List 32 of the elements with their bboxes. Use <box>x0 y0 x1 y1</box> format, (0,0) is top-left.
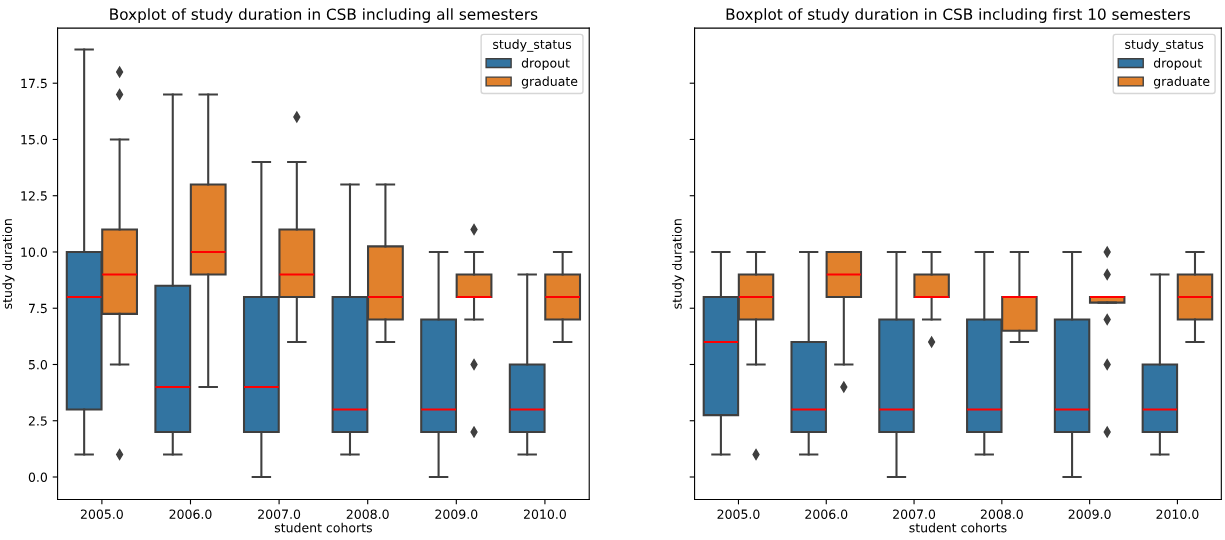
y-tick-label: 0.0 <box>28 472 48 482</box>
x-tick-label: 2007.0 <box>893 509 936 519</box>
chart-title: Boxplot of study duration in CSB including first 10 semesters <box>726 8 1191 23</box>
x-tick-label: 2005.0 <box>717 509 760 519</box>
legend-label: dropout <box>1153 58 1202 71</box>
y-tick-label: 5.0 <box>28 359 48 370</box>
legend-label: graduate <box>1153 76 1210 89</box>
y-axis-title: study duration <box>2 219 15 309</box>
x-axis-title: student cohorts <box>909 522 1007 533</box>
y-tick-label: 15.0 <box>21 134 48 145</box>
legend-label: graduate <box>521 76 578 89</box>
x-tick-label: 2008.0 <box>346 509 389 519</box>
x-axis-title: student cohorts <box>274 522 372 533</box>
x-tick-label: 2005.0 <box>80 509 123 519</box>
y-tick-label: 17.5 <box>21 78 47 89</box>
y-axis-title: study duration <box>672 219 685 309</box>
chart-title: Boxplot of study duration in CSB including all semesters <box>110 8 538 23</box>
y-tick-label: 10.0 <box>21 247 48 257</box>
x-tick-label: 2009.0 <box>1068 509 1111 519</box>
x-tick-label: 2006.0 <box>169 509 212 519</box>
y-tick-label: 7.5 <box>29 303 47 314</box>
x-tick-label: 2006.0 <box>805 509 848 519</box>
legend-label: dropout <box>521 58 570 71</box>
y-tick-label: 12.5 <box>21 191 47 201</box>
legend-title: study_status <box>1125 39 1204 52</box>
x-tick-label: 2009.0 <box>435 509 478 519</box>
y-tick-label: 2.5 <box>28 416 47 426</box>
x-tick-label: 2010.0 <box>1156 509 1199 519</box>
legend-title: study_status <box>493 39 572 52</box>
x-tick-label: 2010.0 <box>523 509 566 519</box>
x-tick-label: 2008.0 <box>980 509 1023 519</box>
x-tick-label: 2007.0 <box>258 509 301 519</box>
